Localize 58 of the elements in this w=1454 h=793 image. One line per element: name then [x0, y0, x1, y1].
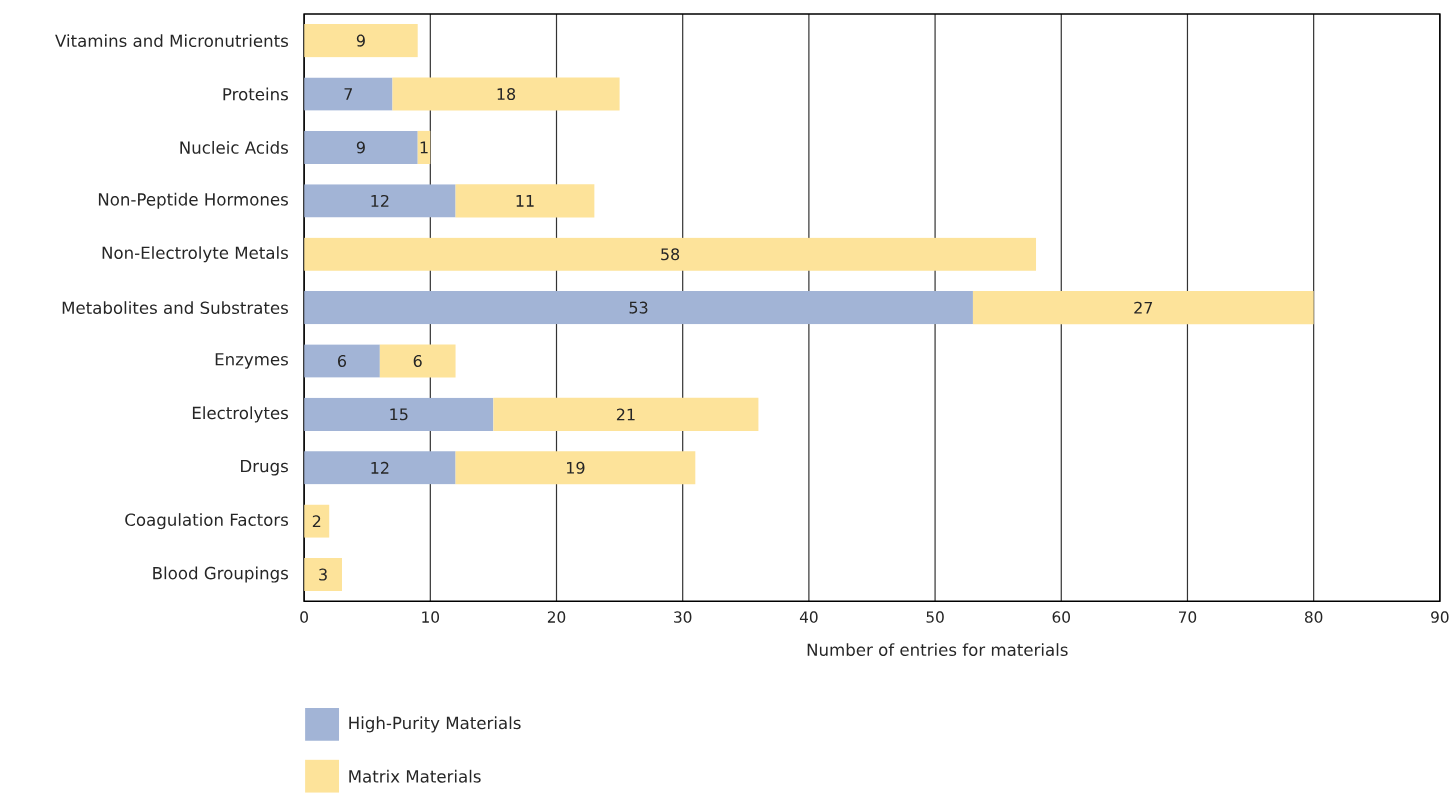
y-tick-label: Nucleic Acids — [180, 141, 289, 154]
data-label: 3 — [319, 568, 327, 581]
data-label: 6 — [338, 355, 347, 368]
bar — [304, 237, 1037, 271]
x-tick-label: 90 — [1431, 611, 1449, 623]
data-label: 7 — [344, 88, 352, 100]
legend-label: High-Purity Materials — [349, 716, 521, 733]
bar — [455, 451, 696, 485]
data-label: 12 — [371, 462, 389, 474]
data-label: 6 — [413, 355, 422, 368]
bar — [972, 291, 1314, 325]
bar — [304, 291, 973, 325]
x-tick-label: 20 — [547, 611, 566, 623]
data-label: 58 — [661, 248, 680, 261]
bar — [392, 77, 620, 111]
bar — [379, 344, 456, 378]
x-axis-title: Number of entries for materials — [807, 643, 1068, 657]
data-label: 15 — [390, 408, 408, 421]
bar — [455, 184, 595, 218]
data-label: 18 — [497, 88, 516, 101]
x-tick-label: 40 — [799, 611, 818, 623]
bar — [493, 397, 759, 432]
data-label: 27 — [1134, 301, 1153, 314]
data-label: 21 — [616, 408, 635, 421]
y-tick-label: Drugs — [241, 460, 288, 476]
y-tick-label: Coagulation Factors — [125, 513, 289, 530]
bar — [304, 131, 418, 165]
x-tick-label: 80 — [1304, 611, 1323, 623]
y-tick-label: Metabolites and Substrates — [62, 301, 288, 315]
bar — [304, 451, 456, 485]
bar — [304, 184, 456, 218]
data-label: 11 — [516, 195, 534, 207]
data-label: 1 — [420, 141, 428, 154]
bar — [304, 344, 380, 378]
data-label: 9 — [356, 34, 365, 47]
bar — [304, 77, 393, 111]
y-tick-label: Enzymes — [215, 353, 288, 369]
bar — [304, 397, 494, 432]
legend-label: Matrix Materials — [349, 769, 481, 783]
y-tick-label: Non-Electrolyte Metals — [102, 246, 288, 263]
data-label: 19 — [567, 461, 585, 474]
data-label: 9 — [356, 141, 365, 154]
y-tick-label: Vitamins and Micronutrients — [55, 34, 289, 48]
x-tick-label: 50 — [926, 611, 944, 623]
x-tick-label: 70 — [1178, 611, 1197, 623]
data-label: 12 — [371, 195, 389, 207]
x-tick-label: 10 — [422, 611, 440, 623]
y-tick-label: Electrolytes — [192, 406, 288, 423]
y-tick-label: Blood Groupings — [153, 566, 289, 583]
x-tick-label: 0 — [300, 611, 308, 623]
data-label: 53 — [629, 301, 648, 314]
bar — [304, 558, 342, 592]
x-tick-label: 30 — [674, 611, 692, 623]
x-tick-label: 60 — [1052, 611, 1070, 623]
bar — [304, 24, 418, 58]
y-tick-label: Non-Peptide Hormones — [98, 192, 288, 210]
y-tick-label: Proteins — [223, 87, 288, 101]
data-label: 2 — [312, 515, 321, 528]
